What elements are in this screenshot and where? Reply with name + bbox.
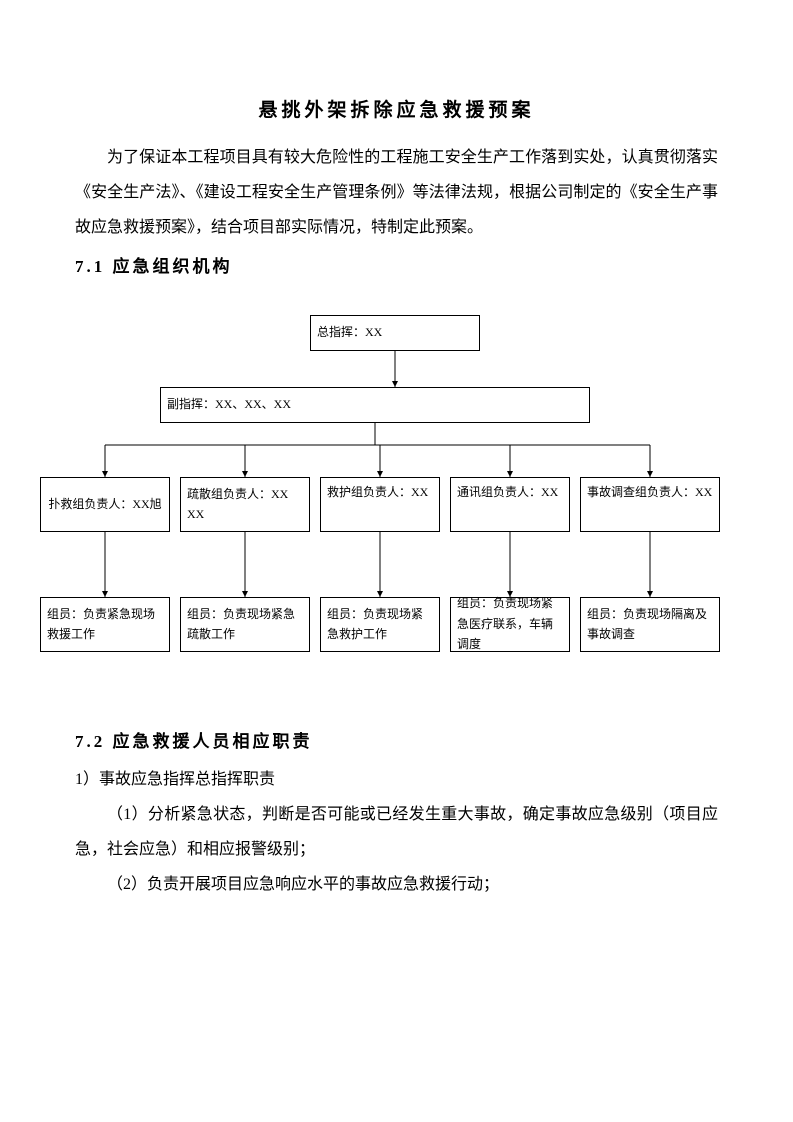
section-7-1-heading: 7.1 应急组织机构	[75, 252, 718, 277]
node-deputy: 副指挥：XX、XX、XX	[160, 387, 590, 423]
node-group-5: 事故调查组负责人：XX	[580, 477, 720, 532]
intro-paragraph: 为了保证本工程项目具有较大危险性的工程施工安全生产工作落到实处，认真贯彻落实《安…	[75, 140, 718, 246]
node-member-3: 组员：负责现场紧急救护工作	[320, 597, 440, 652]
page-title: 悬挑外架拆除应急救援预案	[75, 95, 718, 122]
node-group-1: 扑救组负责人：XX旭	[40, 477, 170, 532]
node-member-1: 组员：负责紧急现场救援工作	[40, 597, 170, 652]
sub-item-2: （2）负责开展项目应急响应水平的事故应急救援行动；	[75, 867, 718, 902]
node-group-2: 疏散组负责人：XX XX	[180, 477, 310, 532]
org-chart: 总指挥：XX 副指挥：XX、XX、XX 扑救组负责人：XX旭 疏散组负责人：XX…	[40, 287, 720, 717]
section-7-2-heading: 7.2 应急救援人员相应职责	[75, 727, 718, 752]
node-member-5: 组员：负责现场隔离及事故调查	[580, 597, 720, 652]
sub-item-1: （1）分析紧急状态，判断是否可能或已经发生重大事故，确定事故应急级别（项目应急，…	[75, 797, 718, 867]
node-group-3: 救护组负责人：XX	[320, 477, 440, 532]
node-group-4: 通讯组负责人：XX	[450, 477, 570, 532]
node-member-4: 组员：负责现场紧急医疗联系，车辆调度	[450, 597, 570, 652]
node-commander: 总指挥：XX	[310, 315, 480, 351]
list-item-1: 1）事故应急指挥总指挥职责	[75, 762, 718, 797]
node-member-2: 组员：负责现场紧急疏散工作	[180, 597, 310, 652]
